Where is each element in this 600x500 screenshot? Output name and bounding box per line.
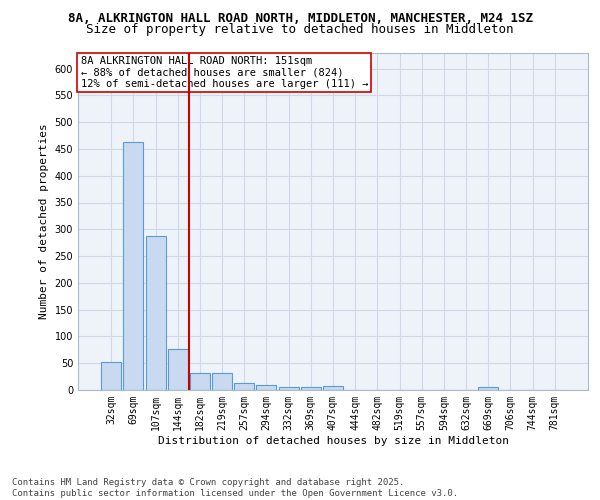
Text: Contains HM Land Registry data © Crown copyright and database right 2025.
Contai: Contains HM Land Registry data © Crown c… — [12, 478, 458, 498]
Bar — [101, 362, 121, 390]
Bar — [301, 387, 321, 390]
Text: 8A ALKRINGTON HALL ROAD NORTH: 151sqm
← 88% of detached houses are smaller (824): 8A ALKRINGTON HALL ROAD NORTH: 151sqm ← … — [80, 56, 368, 89]
Bar — [190, 374, 210, 390]
X-axis label: Distribution of detached houses by size in Middleton: Distribution of detached houses by size … — [157, 436, 509, 446]
Bar — [478, 388, 498, 390]
Bar — [256, 385, 277, 390]
Bar — [212, 374, 232, 390]
Bar — [146, 236, 166, 390]
Bar — [234, 382, 254, 390]
Bar — [168, 350, 188, 390]
Text: Size of property relative to detached houses in Middleton: Size of property relative to detached ho… — [86, 22, 514, 36]
Y-axis label: Number of detached properties: Number of detached properties — [39, 124, 49, 319]
Bar — [278, 388, 299, 390]
Text: 8A, ALKRINGTON HALL ROAD NORTH, MIDDLETON, MANCHESTER, M24 1SZ: 8A, ALKRINGTON HALL ROAD NORTH, MIDDLETO… — [67, 12, 533, 26]
Bar — [323, 386, 343, 390]
Bar — [124, 142, 143, 390]
